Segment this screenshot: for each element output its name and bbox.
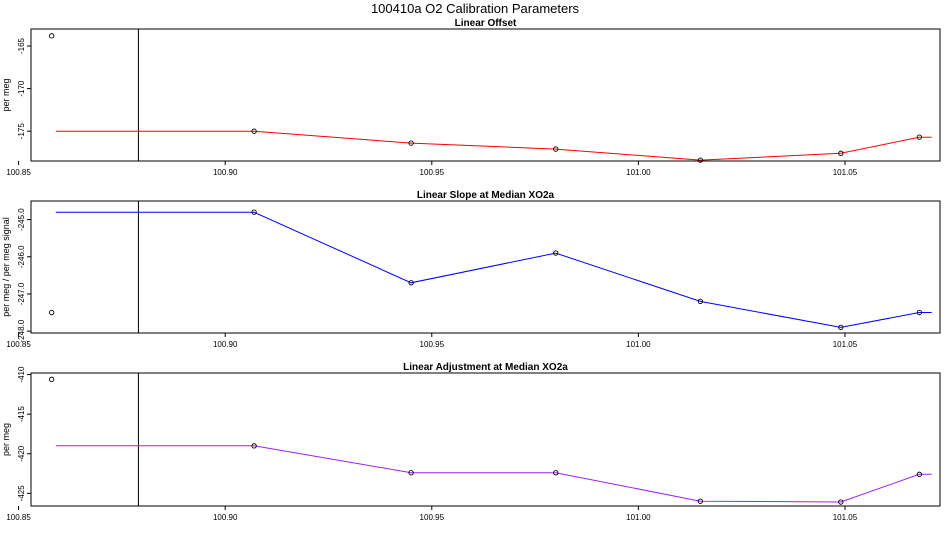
linear-adjustment-title: Linear Adjustment at Median XO2a <box>403 362 568 373</box>
linear-slope-x-tick-label: 100.85 <box>6 340 31 349</box>
linear-slope-x-tick-label: 101.00 <box>626 340 651 349</box>
linear-offset-x-tick-label: 100.90 <box>213 168 238 177</box>
linear-adjustment-panel: Linear Adjustment at Median XO2a 100.85 10… <box>1 362 941 522</box>
linear-offset-data-point <box>838 150 844 156</box>
linear-slope-series-line <box>55 211 932 328</box>
linear-slope-data-point <box>251 209 257 215</box>
linear-adjustment-x-tick-label: 101.00 <box>626 513 651 522</box>
linear-offset-y-tick-label: -165 <box>17 37 26 54</box>
linear-adjustment-x-tick-label: 100.95 <box>420 513 445 522</box>
linear-slope-plot-frame <box>30 200 941 334</box>
linear-adjustment-y-tick-label: -410 <box>17 366 26 383</box>
linear-adjustment-x-tick-label: 100.90 <box>213 513 238 522</box>
linear-offset-data-point <box>251 128 257 134</box>
linear-slope-data-point <box>697 298 704 305</box>
linear-offset-data-point <box>49 33 55 39</box>
linear-adjustment-data-point <box>251 443 257 449</box>
linear-adjustment-data-point <box>916 471 922 477</box>
linear-slope-data-point <box>408 280 414 286</box>
linear-slope-data-point <box>49 309 55 316</box>
linear-adjustment-y-tick-label: -415 <box>17 406 26 423</box>
linear-offset-data-point <box>916 134 922 140</box>
linear-adjustment-series-line <box>55 445 932 503</box>
linear-offset-data-point <box>408 140 414 146</box>
linear-offset-y-axis-label: per meg <box>1 78 11 111</box>
linear-offset-y-tick-label: -175 <box>17 123 26 140</box>
linear-offset-data-point <box>553 146 559 152</box>
linear-adjustment-y-tick-label: -425 <box>17 485 26 502</box>
linear-slope-x-tick-label: 101.05 <box>833 340 858 349</box>
linear-adjustment-data-point <box>838 499 844 505</box>
linear-offset-x-tick-label: 101.05 <box>833 168 858 177</box>
linear-adjustment-data-point <box>553 470 559 476</box>
linear-offset-x-tick-label: 100.85 <box>6 168 31 177</box>
linear-slope-y-tick-label: -247.0 <box>17 282 26 305</box>
linear-slope-y-axis-label: per meg / per meg signal <box>1 217 11 317</box>
figure-title: 100410a O2 Calibration Parameters <box>371 1 580 16</box>
linear-slope-panel: Linear Slope at Median XO2a 100.85 100.90 1… <box>1 190 941 349</box>
linear-slope-data-point <box>916 309 922 316</box>
linear-slope-y-tick-label: -246.0 <box>17 245 26 268</box>
linear-slope-x-tick-label: 100.95 <box>420 340 445 349</box>
linear-slope-data-point <box>838 324 844 331</box>
linear-offset-panel: Linear Offset 100.85 100.90 100.95 101.00 101… <box>1 18 941 177</box>
linear-offset-x-tick-label: 100.95 <box>420 168 445 177</box>
linear-offset-y-tick-label: -170 <box>17 80 26 97</box>
linear-slope-y-tick-label: -248.0 <box>17 319 26 342</box>
linear-offset-title: Linear Offset <box>455 18 517 29</box>
linear-adjustment-plot-frame <box>30 372 941 507</box>
linear-offset-plot-frame <box>30 28 941 162</box>
linear-slope-title: Linear Slope at Median XO2a <box>417 190 555 201</box>
linear-offset-data-point <box>697 157 704 163</box>
linear-adjustment-data-point <box>697 498 704 504</box>
linear-slope-x-tick-label: 100.90 <box>213 340 238 349</box>
linear-adjustment-y-tick-label: -420 <box>17 445 26 462</box>
linear-adjustment-data-point <box>49 376 55 382</box>
linear-adjustment-y-axis-label: per meg <box>1 423 11 456</box>
linear-adjustment-x-tick-label: 101.05 <box>833 513 858 522</box>
linear-adjustment-data-point <box>408 470 414 476</box>
linear-adjustment-x-tick-label: 100.85 <box>6 513 31 522</box>
linear-offset-x-tick-label: 101.00 <box>626 168 651 177</box>
linear-slope-data-point <box>553 250 559 256</box>
linear-offset-series-line <box>55 130 932 161</box>
linear-slope-y-tick-label: -245.0 <box>17 208 26 231</box>
